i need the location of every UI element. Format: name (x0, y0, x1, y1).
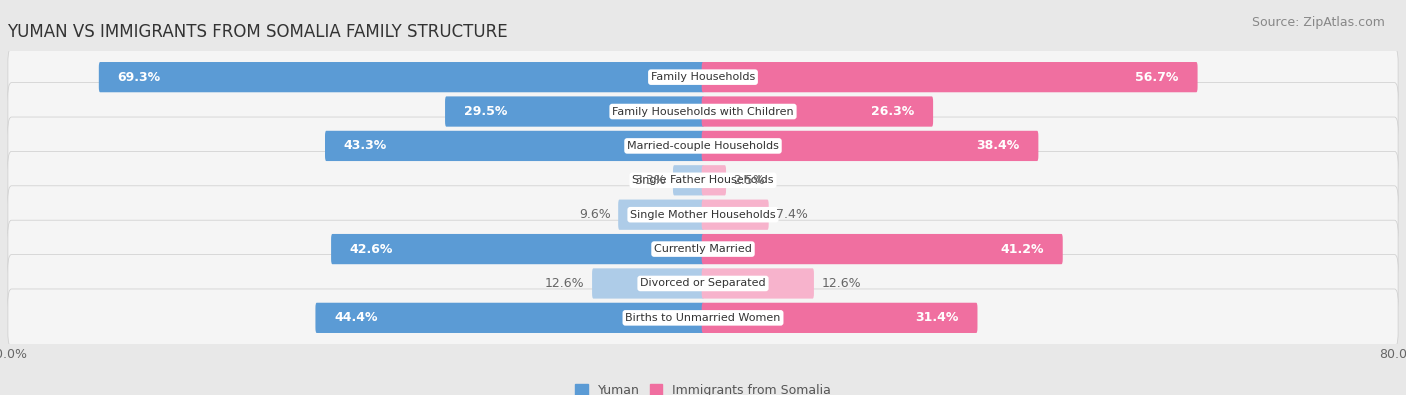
Text: 12.6%: 12.6% (821, 277, 860, 290)
Text: 56.7%: 56.7% (1136, 71, 1178, 84)
Text: Source: ZipAtlas.com: Source: ZipAtlas.com (1251, 16, 1385, 29)
FancyBboxPatch shape (702, 62, 1198, 92)
Text: 3.3%: 3.3% (634, 174, 665, 187)
FancyBboxPatch shape (446, 96, 704, 127)
FancyBboxPatch shape (702, 234, 1063, 264)
Text: Single Mother Households: Single Mother Households (630, 210, 776, 220)
FancyBboxPatch shape (592, 268, 704, 299)
Text: 38.4%: 38.4% (976, 139, 1019, 152)
FancyBboxPatch shape (330, 234, 704, 264)
FancyBboxPatch shape (702, 165, 725, 196)
FancyBboxPatch shape (325, 131, 704, 161)
Text: YUMAN VS IMMIGRANTS FROM SOMALIA FAMILY STRUCTURE: YUMAN VS IMMIGRANTS FROM SOMALIA FAMILY … (7, 23, 508, 41)
Text: Family Households with Children: Family Households with Children (612, 107, 794, 117)
FancyBboxPatch shape (8, 186, 1398, 244)
Text: 12.6%: 12.6% (546, 277, 585, 290)
Legend: Yuman, Immigrants from Somalia: Yuman, Immigrants from Somalia (569, 379, 837, 395)
Text: 26.3%: 26.3% (872, 105, 914, 118)
FancyBboxPatch shape (673, 165, 704, 196)
FancyBboxPatch shape (315, 303, 704, 333)
Text: 42.6%: 42.6% (350, 243, 394, 256)
FancyBboxPatch shape (702, 131, 1039, 161)
FancyBboxPatch shape (8, 151, 1398, 209)
Text: Currently Married: Currently Married (654, 244, 752, 254)
Text: Married-couple Households: Married-couple Households (627, 141, 779, 151)
FancyBboxPatch shape (619, 199, 704, 230)
Text: 44.4%: 44.4% (335, 311, 378, 324)
Text: 2.5%: 2.5% (734, 174, 765, 187)
FancyBboxPatch shape (8, 48, 1398, 106)
Text: 69.3%: 69.3% (118, 71, 160, 84)
Text: 29.5%: 29.5% (464, 105, 508, 118)
FancyBboxPatch shape (8, 289, 1398, 347)
FancyBboxPatch shape (8, 220, 1398, 278)
FancyBboxPatch shape (8, 83, 1398, 140)
FancyBboxPatch shape (702, 268, 814, 299)
Text: Divorced or Separated: Divorced or Separated (640, 278, 766, 288)
FancyBboxPatch shape (702, 199, 769, 230)
Text: Births to Unmarried Women: Births to Unmarried Women (626, 313, 780, 323)
Text: 31.4%: 31.4% (915, 311, 959, 324)
FancyBboxPatch shape (98, 62, 704, 92)
FancyBboxPatch shape (702, 303, 977, 333)
Text: Single Father Households: Single Father Households (633, 175, 773, 185)
Text: Family Households: Family Households (651, 72, 755, 82)
FancyBboxPatch shape (8, 117, 1398, 175)
Text: 43.3%: 43.3% (343, 139, 387, 152)
Text: 9.6%: 9.6% (579, 208, 610, 221)
FancyBboxPatch shape (8, 255, 1398, 312)
Text: 41.2%: 41.2% (1001, 243, 1045, 256)
Text: 7.4%: 7.4% (776, 208, 808, 221)
FancyBboxPatch shape (702, 96, 934, 127)
